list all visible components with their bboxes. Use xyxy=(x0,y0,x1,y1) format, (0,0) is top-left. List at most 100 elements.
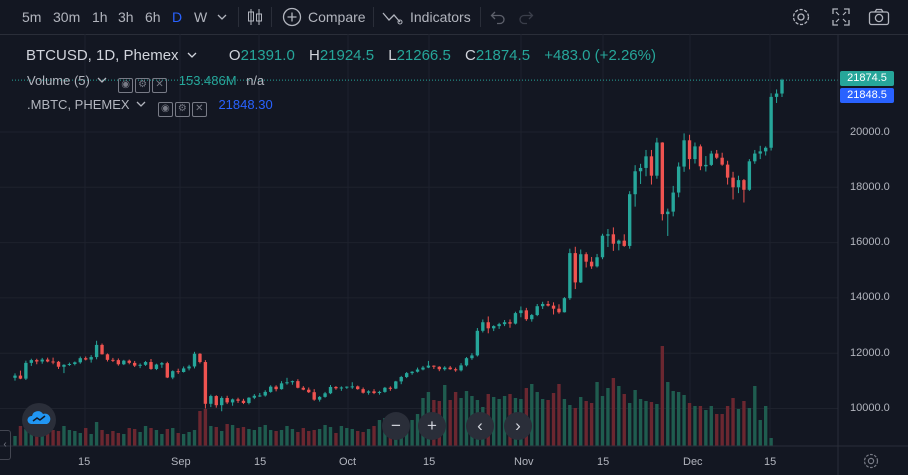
candle xyxy=(584,254,588,262)
price-tick: 14000.0 xyxy=(850,291,890,303)
candle xyxy=(127,360,131,363)
volume-label[interactable]: Volume (5) xyxy=(27,73,90,88)
volume-bar xyxy=(225,424,229,446)
settings-icon[interactable] xyxy=(862,452,880,470)
candles-icon[interactable] xyxy=(246,7,264,27)
interval-5m[interactable]: 5m xyxy=(22,9,42,25)
candle xyxy=(693,146,697,160)
scroll-back-button[interactable]: ‹ xyxy=(466,412,494,440)
interval-3h[interactable]: 3h xyxy=(118,9,134,25)
volume-bar xyxy=(220,431,224,446)
volume-legend: Volume (5) ◉ ⚙ ✕ 153.486M n/a xyxy=(27,73,264,93)
candle xyxy=(470,355,474,359)
candle xyxy=(388,387,393,389)
volume-bar xyxy=(568,405,572,446)
volume-bar xyxy=(361,432,365,446)
volume-bar xyxy=(584,401,588,446)
volume-bar xyxy=(562,399,567,446)
candle xyxy=(415,369,420,372)
volume-bar xyxy=(763,406,768,446)
volume-bar xyxy=(263,425,267,446)
candle xyxy=(323,393,327,397)
interval-1w[interactable]: W xyxy=(194,9,208,25)
scroll-left-icon[interactable]: ‹ xyxy=(0,430,11,460)
volume-bar xyxy=(557,384,561,446)
candle xyxy=(78,358,82,363)
eye-icon[interactable]: ◉ xyxy=(157,102,173,117)
chevron-down-icon[interactable] xyxy=(187,51,197,59)
candle xyxy=(410,371,414,374)
volume-bar xyxy=(165,429,169,446)
compare-button[interactable]: Compare xyxy=(308,9,366,25)
zoom-in-button[interactable]: + xyxy=(418,412,446,440)
eye-icon[interactable]: ◉ xyxy=(118,78,134,93)
indicators-icon[interactable] xyxy=(382,8,406,26)
indicators-button[interactable]: Indicators xyxy=(410,9,471,25)
index-label[interactable]: .MBTC, PHEMEX xyxy=(27,97,130,112)
camera-icon[interactable] xyxy=(868,8,890,26)
candle xyxy=(421,367,425,370)
volume-bar xyxy=(317,429,322,446)
undo-icon[interactable] xyxy=(490,9,506,25)
interval-30m[interactable]: 30m xyxy=(53,9,81,25)
candle xyxy=(758,151,762,154)
volume-bar xyxy=(13,436,17,446)
zoom-out-button[interactable]: − xyxy=(382,412,410,440)
candle xyxy=(453,369,458,371)
candle xyxy=(617,240,621,244)
candle xyxy=(704,164,708,167)
volume-bar xyxy=(742,401,746,446)
interval-1d[interactable]: D xyxy=(172,9,183,25)
close-icon[interactable]: ✕ xyxy=(191,102,207,117)
chevron-down-icon[interactable] xyxy=(97,76,107,84)
candle xyxy=(383,387,387,392)
volume-bar xyxy=(459,398,463,446)
volume-bar xyxy=(241,427,246,446)
candle xyxy=(111,359,115,361)
volume-bar xyxy=(334,433,338,446)
volume-bar xyxy=(301,428,305,446)
last-price-badge: 21874.5 xyxy=(840,71,894,86)
candle xyxy=(753,153,757,162)
interval-1h[interactable]: 1h xyxy=(92,9,108,25)
settings-icon[interactable] xyxy=(791,7,811,27)
scroll-forward-button[interactable]: › xyxy=(504,412,532,440)
chevron-down-icon[interactable] xyxy=(136,100,146,108)
volume-bar xyxy=(94,422,99,446)
candle xyxy=(149,362,153,369)
candle xyxy=(339,387,344,389)
volume-bar xyxy=(312,430,316,446)
volume-bar xyxy=(448,400,452,446)
volume-bar xyxy=(203,409,208,446)
volume-bar xyxy=(540,399,545,446)
gear-icon[interactable]: ⚙ xyxy=(174,102,190,117)
logo-cloud-icon[interactable] xyxy=(22,403,56,437)
symbol-name[interactable]: BTCUSD, 1D, Phemex xyxy=(26,47,179,64)
candle xyxy=(437,366,441,370)
fullscreen-icon[interactable] xyxy=(832,8,850,26)
volume-bar xyxy=(18,426,23,446)
close-icon[interactable]: ✕ xyxy=(152,78,168,93)
candle xyxy=(535,306,539,316)
index-legend: .MBTC, PHEMEX ◉ ⚙ ✕ 21848.30 xyxy=(27,97,273,117)
candle xyxy=(475,330,480,356)
volume-bar xyxy=(660,346,665,446)
volume-bar xyxy=(100,430,104,446)
compare-plus-icon[interactable] xyxy=(282,7,302,27)
candle xyxy=(573,253,577,283)
candle xyxy=(198,353,202,363)
volume-bar xyxy=(725,406,730,446)
interval-6h[interactable]: 6h xyxy=(145,9,161,25)
volume-bar xyxy=(372,426,376,446)
volume-bar xyxy=(769,438,773,446)
gear-icon[interactable]: ⚙ xyxy=(135,78,151,93)
low-value: 21266.5 xyxy=(396,47,451,64)
redo-icon[interactable] xyxy=(518,9,534,25)
candle xyxy=(356,386,360,390)
candle xyxy=(181,368,186,373)
candle xyxy=(731,177,735,188)
chevron-down-icon[interactable] xyxy=(217,13,227,21)
candle xyxy=(230,399,235,403)
volume-bar xyxy=(78,433,82,446)
